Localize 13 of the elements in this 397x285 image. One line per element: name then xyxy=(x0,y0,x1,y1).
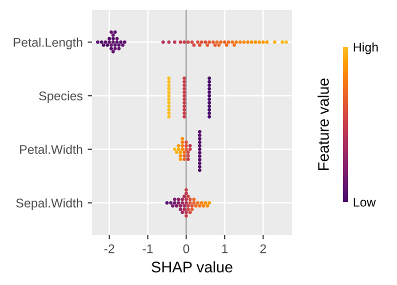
y-tick-label: Species xyxy=(39,91,83,103)
y-tick-label: Sepal.Width xyxy=(16,198,82,210)
x-tick-label: 1 xyxy=(222,244,228,254)
color-bar-title: Feature value xyxy=(318,78,329,170)
x-tick-label: -1 xyxy=(142,244,153,254)
x-tick-label: 0 xyxy=(183,244,190,254)
color-bar-label: High xyxy=(354,42,378,54)
color-bar-label: Low xyxy=(354,198,376,207)
y-tick-label: Petal.Width xyxy=(20,144,82,154)
x-axis-title: SHAP value xyxy=(152,261,232,272)
x-tick-label: -2 xyxy=(104,244,114,254)
x-tick-label: 2 xyxy=(260,244,266,254)
y-tick-label: Petal.Length xyxy=(14,38,82,50)
